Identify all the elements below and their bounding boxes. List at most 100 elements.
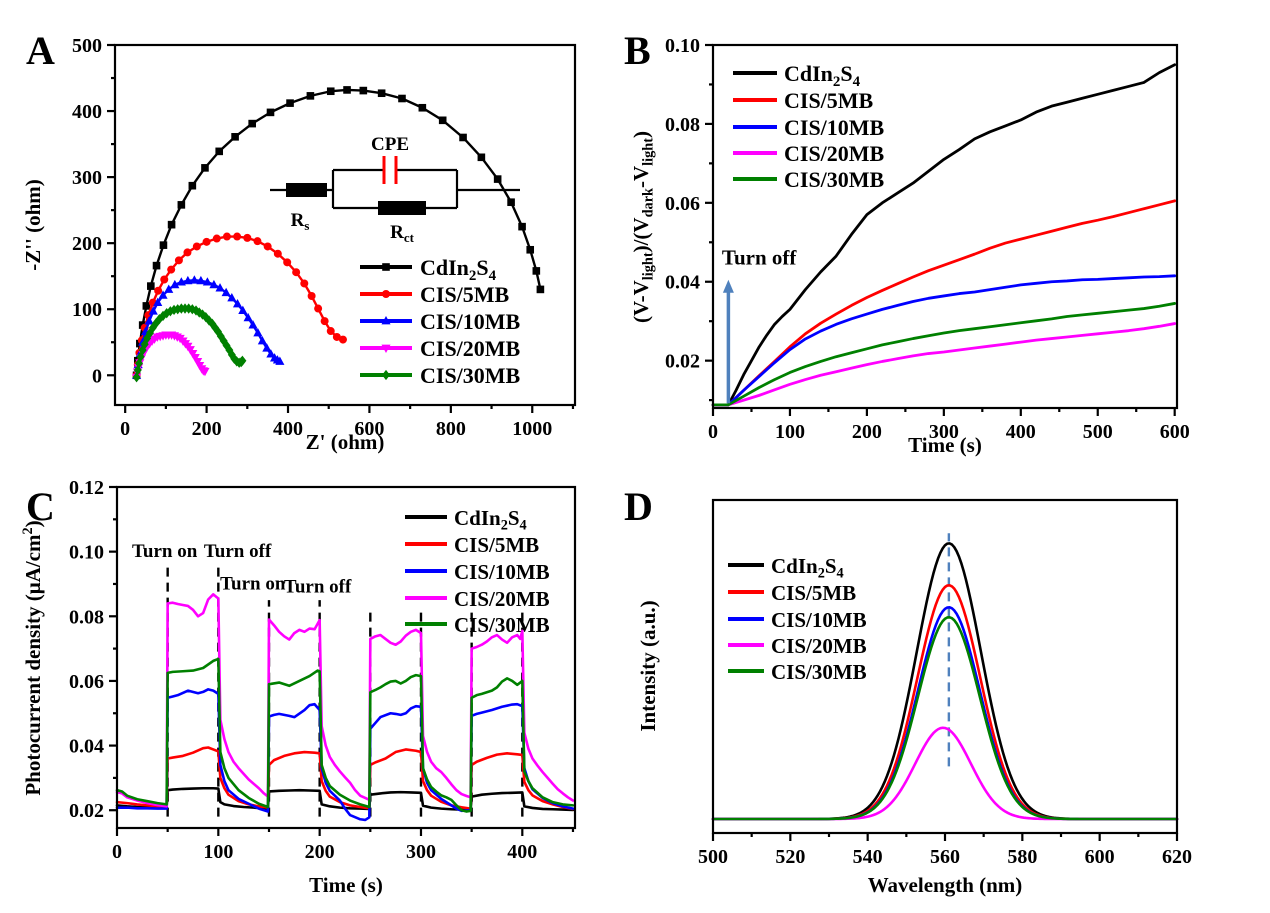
legend-label: CdIn2S4: [771, 554, 844, 582]
legend-label: CIS/20MB: [784, 141, 885, 166]
x-tick-label: 500: [698, 846, 728, 868]
x-tick-label: 600: [354, 418, 384, 440]
legend-item-2: CIS/10MB: [728, 608, 867, 632]
x-tick-label: 600: [1160, 421, 1190, 443]
y-tick-label: 0.06: [665, 193, 700, 215]
resistor-rct-body: [378, 201, 426, 215]
panel-d-plot: 500 520 540 560 580 600 620 Wavelength (nm) Inte…: [636, 498, 1192, 897]
series-group: [132, 86, 545, 383]
panel-b-letter: B: [624, 28, 651, 73]
x-tick-label: 1000: [512, 418, 552, 440]
axes: 500 520 540 560 580 600 620 Wavelength (nm) Inte…: [636, 498, 1192, 897]
legend-label: CIS/30MB: [784, 167, 885, 192]
legend-label: CIS/10MB: [771, 608, 867, 632]
y-tick-label: 400: [72, 101, 102, 123]
equivalent-circuit-inset: CPE Rs Rct: [270, 134, 520, 245]
x-tick-label: 200: [192, 418, 222, 440]
resistor-rs-body: [286, 183, 327, 197]
legend-item-3: CIS/20MB: [360, 336, 521, 361]
y-tick-label: 0.02: [665, 351, 700, 373]
x-tick-label: 0: [708, 421, 718, 443]
panel-b-plot: 0 100 200 300 400 500 600 0.02 0.04 0.06 0.08 0.10 T…: [629, 35, 1190, 457]
x-tick-label: 200: [852, 421, 882, 443]
legend-item-1: CIS/5MB: [728, 581, 856, 605]
series-CIS/20MB: [115, 593, 575, 808]
legend-item-3: CIS/20MB: [405, 587, 550, 611]
plot-frame: [113, 43, 577, 407]
legend-item-3: CIS/20MB: [733, 141, 885, 166]
series-CIS/20MB: [711, 726, 1179, 821]
series-group: [711, 63, 1177, 407]
legend-label: CIS/10MB: [784, 115, 885, 140]
annotation-text: Turn off: [284, 577, 352, 598]
legend-item-4: CIS/30MB: [360, 363, 521, 388]
x-tick-label: 0: [112, 841, 122, 863]
series-CIS/10MB: [711, 274, 1177, 407]
panel-a-plot: 0 200 400 600 800 1000 0 100 200 300 400 500 Z' (ohm…: [21, 35, 577, 454]
series-CIS/30MB: [115, 657, 575, 813]
legend-item-1: CIS/5MB: [733, 88, 874, 113]
x-tick-label: 540: [853, 846, 883, 868]
x-tick-label: 0: [120, 418, 130, 440]
legend-label: CIS/10MB: [420, 309, 521, 334]
y-axis-label: -Z'' (ohm): [21, 179, 45, 271]
x-tick-label: 200: [305, 841, 335, 863]
panel-d: D 500 520 540 560 580 600 620 Wavelength (nm) In…: [624, 484, 1192, 897]
y-tick-label: 0.12: [69, 477, 104, 499]
legend-label: CIS/5MB: [784, 88, 874, 113]
series-CdIn2S4: [115, 786, 575, 812]
series-markers-CIS/30MB: [132, 303, 247, 383]
legend-marker-triangle-up-icon: [381, 316, 391, 325]
axes: 0 100 200 300 400 0.02 0.04 0.06 0.08 0.10 0.12 Tim…: [20, 477, 577, 897]
x-tick-label: 400: [1006, 421, 1036, 443]
legend-item-3: CIS/20MB: [728, 634, 867, 658]
x-tick-label: 400: [507, 841, 537, 863]
panel-a: A 0 200 400 600 800 1000 0 100 200 300 400 500 Z' (o…: [21, 28, 577, 454]
axes: 0 100 200 300 400 500 600 0.02 0.04 0.06 0.08 0.10 T…: [629, 35, 1190, 457]
legend-item-0: CdIn2S4: [728, 554, 844, 582]
plot-frame: [115, 485, 577, 830]
x-axis-label: Time (s): [309, 873, 383, 897]
panel-c: C 0 100 200 300 400 0.02 0.04 0.06 0.08 0.10 0.12 T…: [20, 477, 577, 897]
series-group: [115, 593, 575, 822]
y-tick-label: 0.06: [69, 671, 104, 693]
legend-item-0: CdIn2S4: [405, 506, 527, 534]
legend-item-1: CIS/5MB: [405, 533, 539, 557]
x-tick-label: 600: [1085, 846, 1115, 868]
legend-marker-square-icon: [382, 263, 390, 271]
legend-label: CIS/10MB: [454, 560, 550, 584]
annotation-text: Turn on: [220, 573, 286, 594]
legend-label: CIS/5MB: [771, 581, 856, 605]
annotation-text: Turn off: [722, 245, 798, 269]
legend-label: CIS/20MB: [420, 336, 521, 361]
panel-c-letter: C: [26, 484, 55, 529]
x-axis-label: Time (s): [908, 433, 982, 457]
y-axis-label: Intensity (a.u.): [636, 600, 660, 731]
panel-b: B 0 100 200 300 400 500 600 0.02 0.04 0.06 0.08 0.1…: [624, 28, 1190, 457]
legend-item-2: CIS/10MB: [360, 309, 521, 334]
legend-label: CIS/30MB: [454, 613, 550, 637]
legend-label: CIS/20MB: [771, 634, 867, 658]
series-markers-CIS/10MB: [132, 275, 285, 379]
x-tick-label: 560: [930, 846, 960, 868]
legend-marker-triangle-down-icon: [381, 344, 391, 353]
x-tick-label: 520: [775, 846, 805, 868]
legend-label: CdIn2S4: [454, 506, 527, 534]
legend-item-4: CIS/30MB: [405, 613, 550, 637]
y-tick-label: 0.04: [665, 272, 700, 294]
legend-item-4: CIS/30MB: [728, 660, 867, 684]
legend-label: CIS/5MB: [454, 533, 539, 557]
turn-off-arrow-head: [722, 279, 734, 293]
x-tick-label: 400: [273, 418, 303, 440]
y-tick-label: 0.10: [665, 35, 700, 57]
cpe-label: CPE: [371, 134, 409, 155]
legend-label: CdIn2S4: [420, 255, 497, 284]
panel-d-letter: D: [624, 484, 653, 529]
annotation-text: Turn off: [204, 541, 272, 562]
x-axis-label: Wavelength (nm): [868, 873, 1023, 897]
x-tick-label: 620: [1162, 846, 1192, 868]
panel-c-plot: 0 100 200 300 400 0.02 0.04 0.06 0.08 0.10 0.12 Tim…: [20, 477, 577, 897]
y-tick-label: 0.08: [69, 606, 104, 628]
